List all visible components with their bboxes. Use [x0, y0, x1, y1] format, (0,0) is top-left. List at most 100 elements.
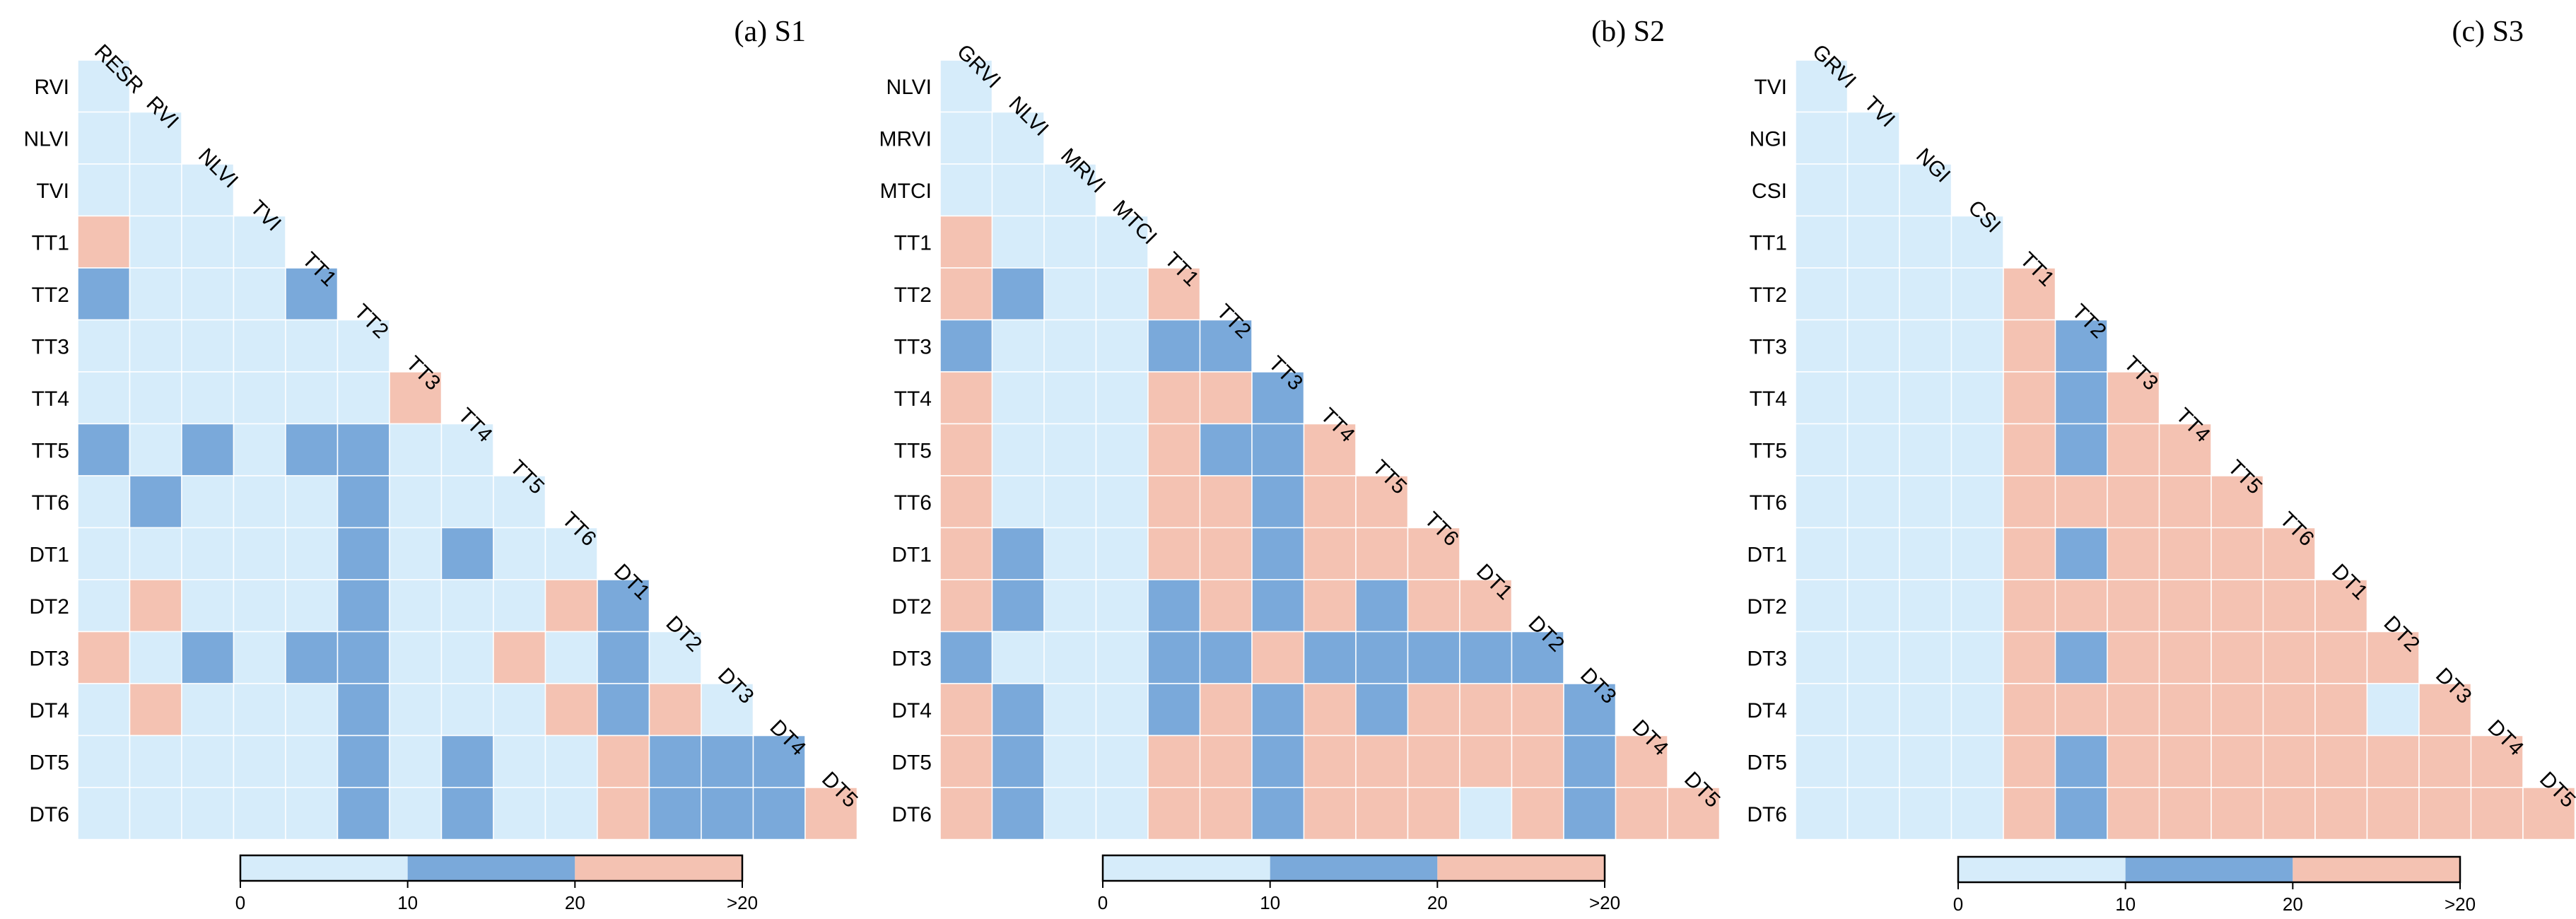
heatmap-cell [2314, 579, 2368, 633]
heatmap-cell [1950, 475, 2004, 529]
heatmap-cell [1846, 579, 1900, 633]
heatmap-cell [336, 475, 390, 529]
heatmap-cell [77, 59, 131, 113]
heatmap-cell [1795, 215, 1849, 269]
heatmap-cell [1795, 579, 1849, 633]
row-label: TT2 [1750, 283, 1787, 307]
heatmap-cell [2211, 579, 2264, 633]
heatmap-cell [648, 787, 702, 841]
heatmap-cell [991, 319, 1045, 373]
heatmap-cell [493, 787, 546, 841]
heatmap-cell [2262, 631, 2316, 684]
heatmap-cell [2107, 475, 2160, 529]
row-label: TT6 [894, 491, 932, 515]
row-label: DT4 [1747, 699, 1787, 722]
heatmap-cell [1950, 527, 2004, 580]
heatmap-cell [129, 787, 182, 841]
heatmap-cell [181, 527, 235, 580]
heatmap-cell [1303, 475, 1357, 529]
heatmap-cell [1303, 579, 1357, 633]
heatmap-cell [285, 787, 339, 841]
heatmap-cell [233, 683, 286, 737]
panel-title: (b) S2 [1591, 16, 1665, 48]
heatmap-cell [1095, 475, 1149, 529]
heatmap-cell [77, 475, 131, 529]
heatmap-cell [1899, 787, 1953, 841]
heatmap-cell [129, 475, 182, 529]
heatmap-cell [1043, 163, 1097, 217]
heatmap-cell [493, 683, 546, 737]
heatmap-cell [1043, 319, 1097, 373]
row-label: TT3 [1750, 335, 1787, 358]
heatmap-cell [1407, 787, 1460, 841]
heatmap-cell [991, 683, 1045, 737]
heatmap-cell [285, 423, 339, 476]
heatmap-cell [1043, 734, 1097, 788]
panel-c: (c) S3 TVI NGI CSI TT1 TT2 TT3 TT4 TT5 TT6 DT1 DT2 D… [1747, 16, 2576, 915]
heatmap-cell [2522, 787, 2576, 841]
heatmap-cell [1459, 683, 1513, 737]
heatmap-cell [1511, 787, 1564, 841]
heatmap-cell [1043, 371, 1097, 425]
legend-swatch-high [2293, 857, 2460, 882]
heatmap-cell [2366, 787, 2420, 841]
row-label: TVI [36, 180, 69, 203]
heatmap-cell [1795, 267, 1849, 321]
heatmap-cell [1846, 475, 1900, 529]
heatmap-cell [77, 163, 131, 217]
heatmap-cell [2366, 631, 2420, 684]
heatmap-cell [389, 527, 443, 580]
heatmap-cell [1899, 319, 1953, 373]
heatmap-cell [1147, 683, 1201, 737]
legend-swatch-high [575, 855, 742, 881]
heatmap-cell [77, 111, 131, 165]
heatmap-cell [389, 734, 443, 788]
heatmap-cell [285, 319, 339, 373]
legend-swatch-mid [1270, 855, 1438, 881]
heatmap-cell [1846, 215, 1900, 269]
heatmap-cell [1303, 734, 1357, 788]
heatmap-cell [1043, 683, 1097, 737]
heatmap-cell [336, 683, 390, 737]
heatmap-cell [1795, 787, 1849, 841]
heatmap-cell [1355, 527, 1409, 580]
heatmap-cell [440, 734, 494, 788]
heatmap-cell [233, 475, 286, 529]
heatmap-cell [1303, 787, 1357, 841]
heatmap-cell [1846, 319, 1900, 373]
legend-tick-label: 20 [1427, 892, 1448, 913]
heatmap-cell [1095, 579, 1149, 633]
row-label: NLVI [24, 127, 69, 151]
heatmap-cell [1459, 787, 1513, 841]
heatmap-cell [493, 631, 546, 684]
heatmap-cell [1795, 475, 1849, 529]
row-label: TT6 [1750, 491, 1787, 515]
heatmap-cell [181, 371, 235, 425]
heatmap-cell [1095, 787, 1149, 841]
heatmap-cell [2211, 683, 2264, 737]
heatmap-cell [129, 579, 182, 633]
heatmap-cell [2054, 527, 2108, 580]
heatmap-cell [2418, 787, 2472, 841]
heatmap-cell [233, 267, 286, 321]
heatmap-cell [129, 371, 182, 425]
heatmap-cell [336, 527, 390, 580]
heatmap-cell [1251, 683, 1305, 737]
heatmap-cell [1846, 371, 1900, 425]
heatmap-cell [1667, 787, 1721, 841]
row-label: DT6 [29, 803, 69, 826]
heatmap-cell [939, 423, 993, 476]
panel-b: (b) S2 NLVI MRVI MTCI TT1 TT2 TT3 TT4 TT5 TT6 DT1 D… [879, 16, 1725, 913]
heatmap-cell [285, 527, 339, 580]
heatmap-cell [1795, 111, 1849, 165]
heatmap-cell [2054, 579, 2108, 633]
row-label: TT2 [32, 283, 69, 307]
row-label: TT4 [32, 387, 69, 411]
heatmap-cell [77, 683, 131, 737]
legend-tick-label: 0 [235, 892, 245, 913]
heatmap-cell [336, 787, 390, 841]
legend-frame [1101, 854, 1606, 882]
heatmap-cell [2262, 683, 2316, 737]
heatmap-cell [129, 527, 182, 580]
